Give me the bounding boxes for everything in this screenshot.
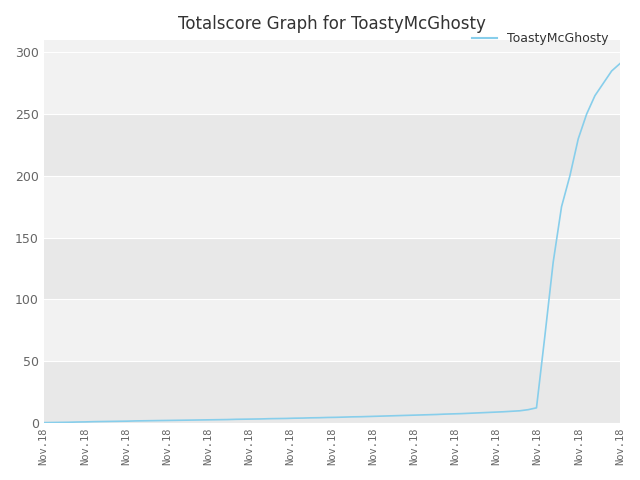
ToastyMcGhosty bbox=[215, 417, 223, 422]
Bar bbox=[44, 176, 620, 238]
Bar bbox=[44, 238, 620, 299]
ToastyMcGhosty bbox=[40, 420, 47, 425]
Bar bbox=[44, 40, 620, 52]
ToastyMcGhosty bbox=[173, 418, 181, 423]
Bar bbox=[44, 52, 620, 114]
ToastyMcGhosty bbox=[532, 405, 540, 411]
Title: Totalscore Graph for ToastyMcGhosty: Totalscore Graph for ToastyMcGhosty bbox=[178, 15, 486, 33]
ToastyMcGhosty bbox=[357, 414, 365, 420]
Bar bbox=[44, 114, 620, 176]
ToastyMcGhosty bbox=[524, 407, 532, 413]
ToastyMcGhosty bbox=[616, 60, 624, 66]
Bar bbox=[44, 361, 620, 422]
ToastyMcGhosty bbox=[190, 417, 198, 423]
Line: ToastyMcGhosty: ToastyMcGhosty bbox=[44, 63, 620, 422]
Bar bbox=[44, 299, 620, 361]
Legend: ToastyMcGhosty: ToastyMcGhosty bbox=[467, 27, 614, 50]
